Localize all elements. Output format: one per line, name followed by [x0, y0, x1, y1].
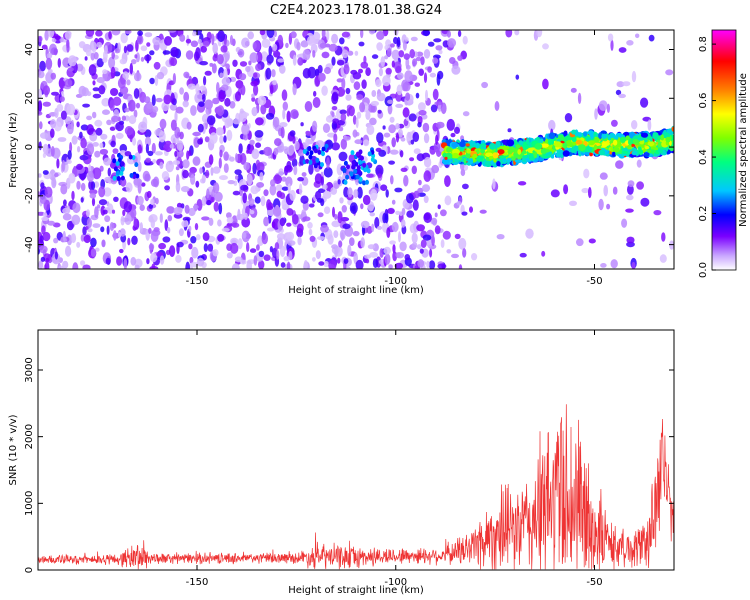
spectrogram-x-tick-label: -100: [384, 276, 407, 287]
colorbar-tick-label: 0.0: [698, 262, 709, 278]
spectrogram-y-tick-label: 20: [24, 92, 35, 105]
snr-y-label: SNR (10 * v/v): [8, 414, 19, 485]
colorbar-tick-label: 0.4: [698, 149, 709, 165]
colorbar: 0.0 0.2 0.4 0.6 0.8 Normalized spectral ampl…: [698, 29, 749, 278]
snr-x-tick-label: -100: [384, 577, 407, 588]
snr-series-line: [38, 404, 674, 570]
spectrogram-x-tick-label: -50: [586, 276, 602, 287]
spectrogram-y-tick-label: 40: [24, 43, 35, 56]
colorbar-tick-label: 0.6: [698, 93, 709, 109]
snr-y-tick-label: 1000: [24, 491, 35, 516]
spectrogram-axes: -150 -100 -50 -40 -20 0 20 40: [24, 30, 674, 287]
spectrogram-x-label: Height of straight line (km): [288, 285, 424, 296]
colorbar-ticks: 0.0 0.2 0.4 0.6 0.8: [698, 36, 716, 278]
spectrogram-y-tick-label: -40: [24, 236, 35, 252]
spectrogram-y-label: Frequency (Hz): [8, 112, 19, 188]
snr-x-label: Height of straight line (km): [288, 585, 424, 596]
spectrogram-y-tick-label: 0: [24, 144, 35, 150]
snr-panel: -150 -100 -50 0 1000 2000 3000 Height of strai…: [8, 329, 675, 596]
snr-y-tick-label: 3000: [24, 357, 35, 382]
snr-x-tick-label: -150: [186, 577, 209, 588]
snr-x-tick-label: -50: [586, 577, 602, 588]
snr-axes: -150 -100 -50 0 1000 2000 3000: [24, 330, 674, 588]
spectrogram-panel: -150 -100 -50 -40 -20 0 20 40 Height of straigh…: [8, 29, 675, 296]
snr-y-tick-label: 0: [24, 567, 35, 573]
spectrogram-x-tick-label: -150: [186, 276, 209, 287]
colorbar-tick-label: 0.8: [698, 36, 709, 52]
snr-frame: [37, 329, 675, 571]
figure-title: C2E4.2023.178.01.38.G24: [270, 3, 442, 18]
spectrogram-y-tick-label: -20: [24, 188, 35, 204]
snr-y-tick-label: 2000: [24, 424, 35, 449]
spectrogram-heatmap: [38, 30, 674, 269]
colorbar-tick-label: 0.2: [698, 206, 709, 222]
colorbar-label: Normalized spectral amplitude: [738, 73, 749, 227]
colorbar-gradient: [711, 29, 737, 271]
spectrogram-frame: [37, 29, 675, 270]
